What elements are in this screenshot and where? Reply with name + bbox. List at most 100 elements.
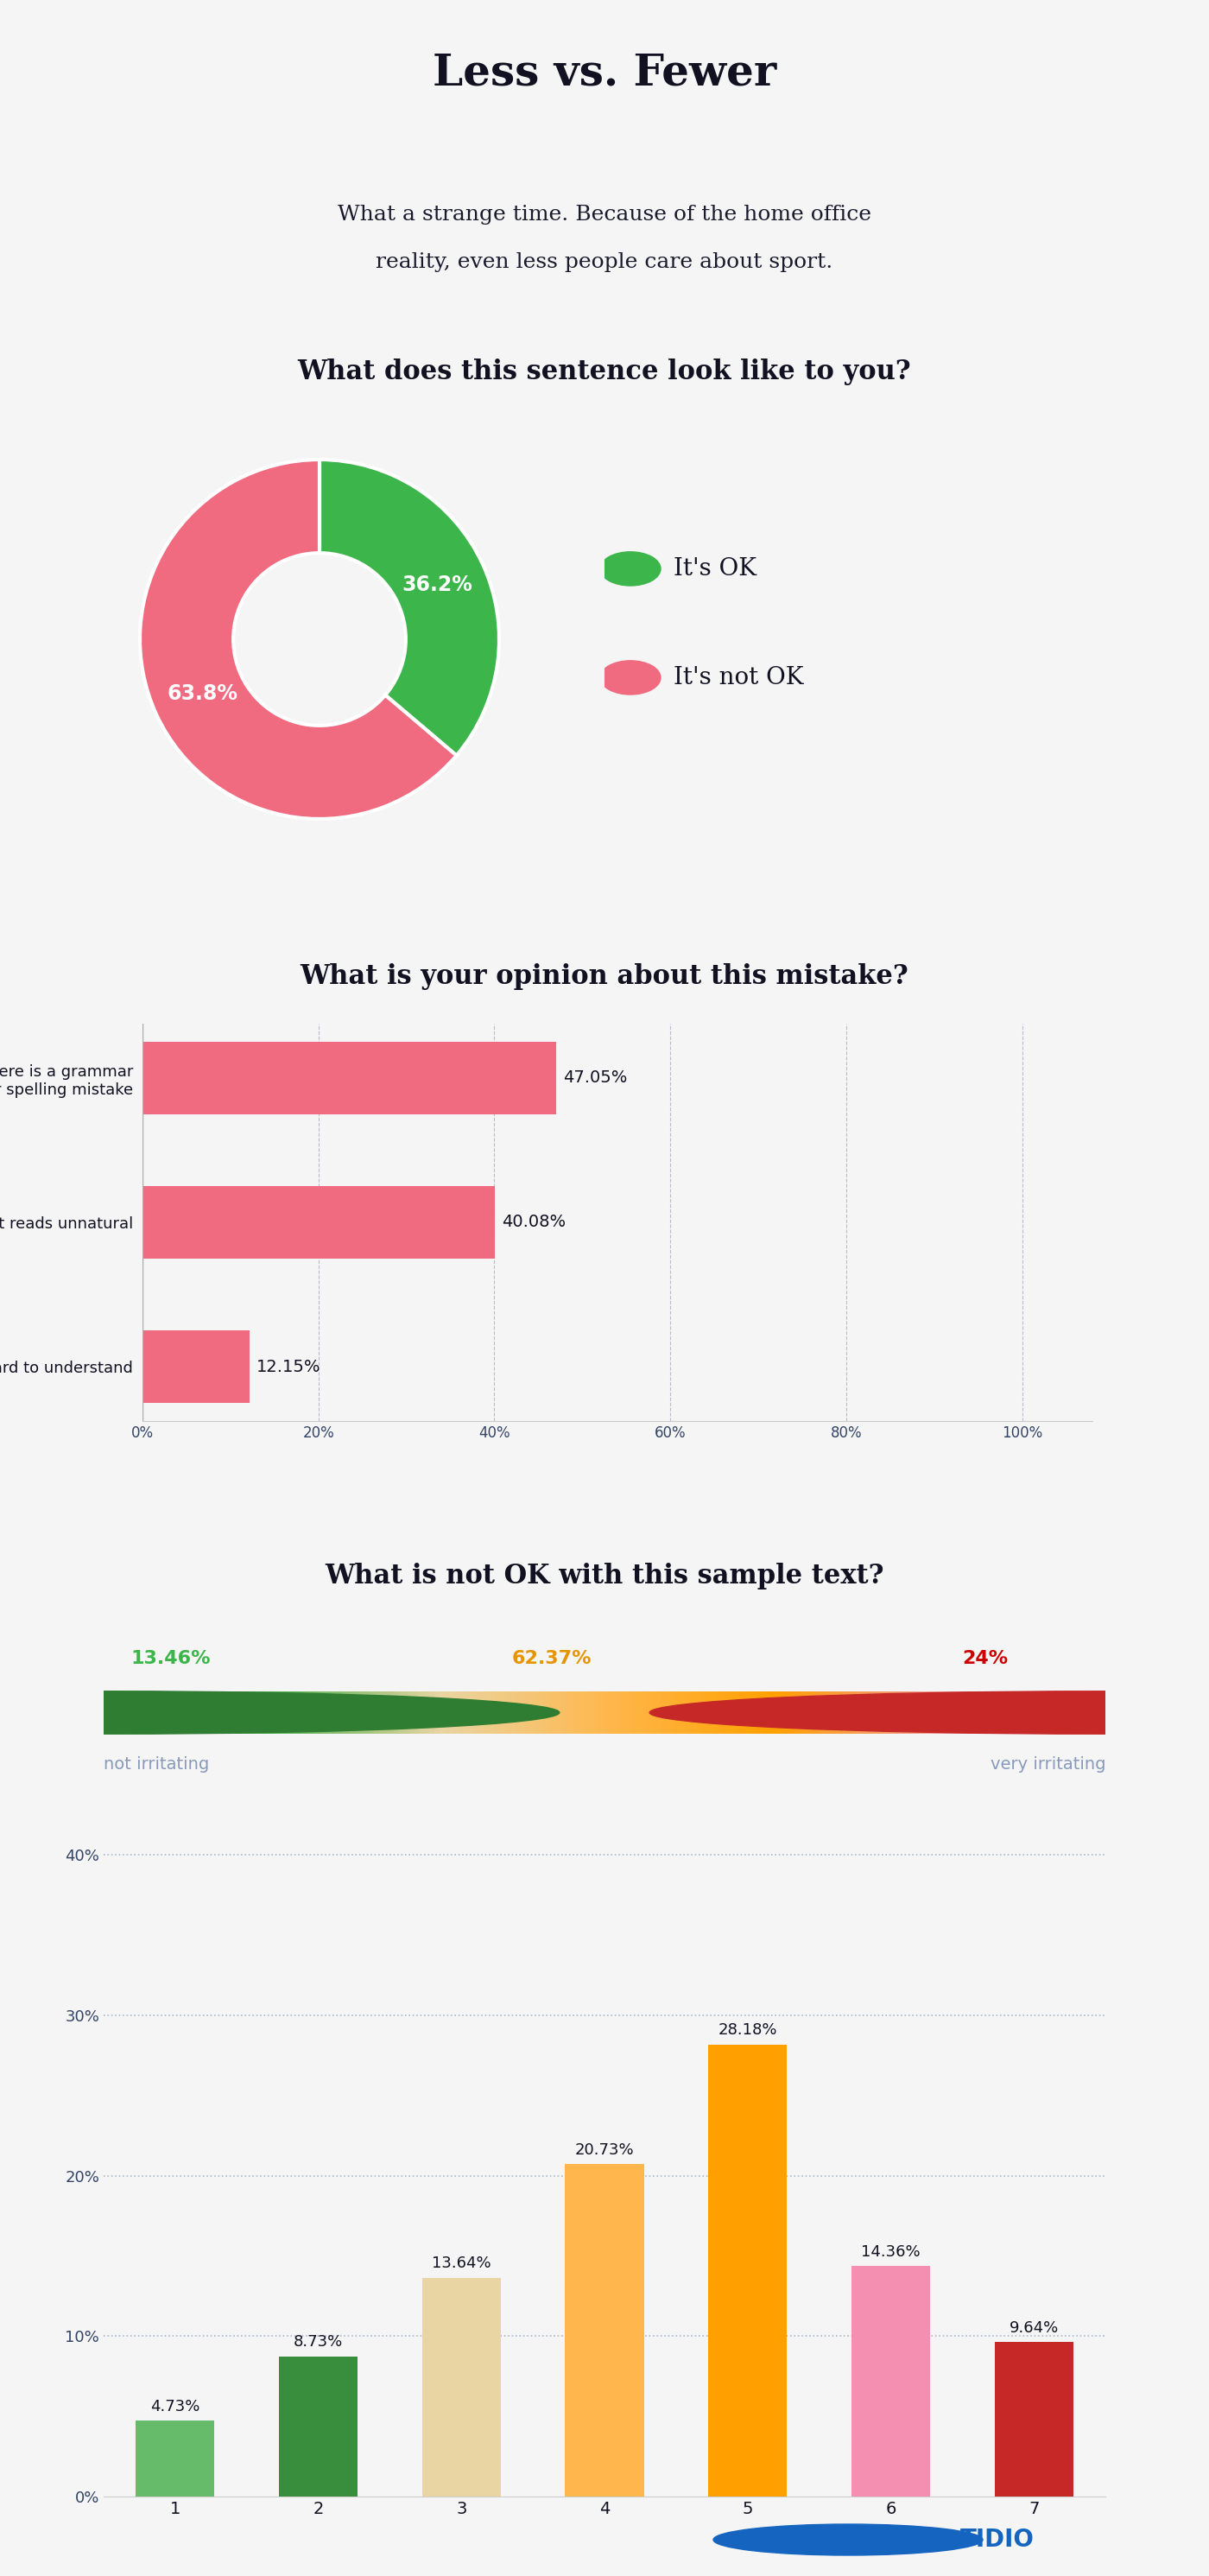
Bar [349,1692,355,1734]
Bar [422,2277,501,2496]
Bar [660,1692,666,1734]
Bar [1081,1692,1087,1734]
Text: 24%: 24% [962,1651,1008,1667]
Bar [649,1692,655,1734]
Bar [289,1692,295,1734]
Bar [494,1692,501,1734]
Text: 63.8%: 63.8% [167,683,237,703]
Bar [715,1692,721,1734]
Bar [299,1692,305,1734]
Text: What is not OK with this sample text?: What is not OK with this sample text? [325,1564,884,1589]
Text: 40.08%: 40.08% [502,1213,566,1231]
Bar [710,1692,716,1734]
Text: 36.2%: 36.2% [401,574,473,595]
Bar [950,1692,956,1734]
Bar [780,1692,786,1734]
Bar [1000,1692,1006,1734]
Bar [439,1692,445,1734]
Bar [719,1692,725,1734]
Bar [955,1692,961,1734]
Bar [794,1692,800,1734]
Text: Less vs. Fewer: Less vs. Fewer [433,52,776,95]
Bar [279,2357,358,2496]
Bar [640,1692,646,1734]
Text: 8.73%: 8.73% [294,2334,343,2349]
Bar [134,1692,140,1734]
Bar [359,1692,365,1734]
Bar [104,1692,110,1734]
Text: 13.46%: 13.46% [132,1651,212,1667]
Bar [239,1692,245,1734]
Bar [514,1692,520,1734]
Bar [109,1692,115,1734]
Bar [759,1692,765,1734]
Bar [835,1692,841,1734]
Bar [1046,1692,1052,1734]
Bar [233,1692,239,1734]
Bar [209,1692,215,1734]
Bar [1086,1692,1092,1734]
Bar [204,1692,210,1734]
Bar [399,1692,405,1734]
Bar [174,1692,180,1734]
Bar [935,1692,941,1734]
Bar [429,1692,435,1734]
Bar [339,1692,345,1734]
Bar [684,1692,690,1734]
Bar [135,2421,214,2496]
Bar [409,1692,415,1734]
Bar [700,1692,706,1734]
Bar [1060,1692,1066,1734]
Bar [128,1692,134,1734]
Bar [890,1692,896,1734]
Circle shape [713,2524,983,2555]
Bar [279,1692,285,1734]
Text: 20.73%: 20.73% [574,2143,635,2159]
Bar [565,1692,571,1734]
Bar [730,1692,736,1734]
Bar [198,1692,204,1734]
Bar [654,1692,660,1734]
Bar [1030,1692,1036,1734]
Bar [765,1692,771,1734]
Bar [1005,1692,1011,1734]
Bar [899,1692,906,1734]
Bar [875,1692,881,1734]
Bar [1025,1692,1031,1734]
Bar [590,1692,596,1734]
Bar [995,2342,1074,2496]
Circle shape [600,659,660,696]
Bar [1016,1692,1022,1734]
Bar [450,1692,456,1734]
Bar [464,1692,470,1734]
Bar [965,1692,971,1734]
Bar [560,1692,566,1734]
Wedge shape [140,459,457,819]
Text: 62.37%: 62.37% [511,1651,591,1667]
Bar [845,1692,851,1734]
Bar [574,1692,580,1734]
Bar [114,1692,120,1734]
Bar [394,1692,400,1734]
Bar [754,1692,760,1734]
Bar [945,1692,951,1734]
Bar [724,1692,730,1734]
Bar [149,1692,155,1734]
Bar [930,1692,936,1734]
Wedge shape [319,459,499,755]
Bar [1075,1692,1081,1734]
Bar [584,1692,590,1734]
Bar [474,1692,480,1734]
Bar [785,1692,791,1734]
Bar [274,1692,280,1734]
Bar [193,1692,199,1734]
Bar [268,1692,274,1734]
Bar [619,1692,625,1734]
Bar [825,1692,831,1734]
Bar [579,1692,585,1734]
Bar [469,1692,475,1734]
Text: 14.36%: 14.36% [861,2244,920,2259]
Text: 9.64%: 9.64% [1010,2321,1059,2336]
Text: 13.64%: 13.64% [432,2257,491,2272]
Bar [665,1692,671,1734]
